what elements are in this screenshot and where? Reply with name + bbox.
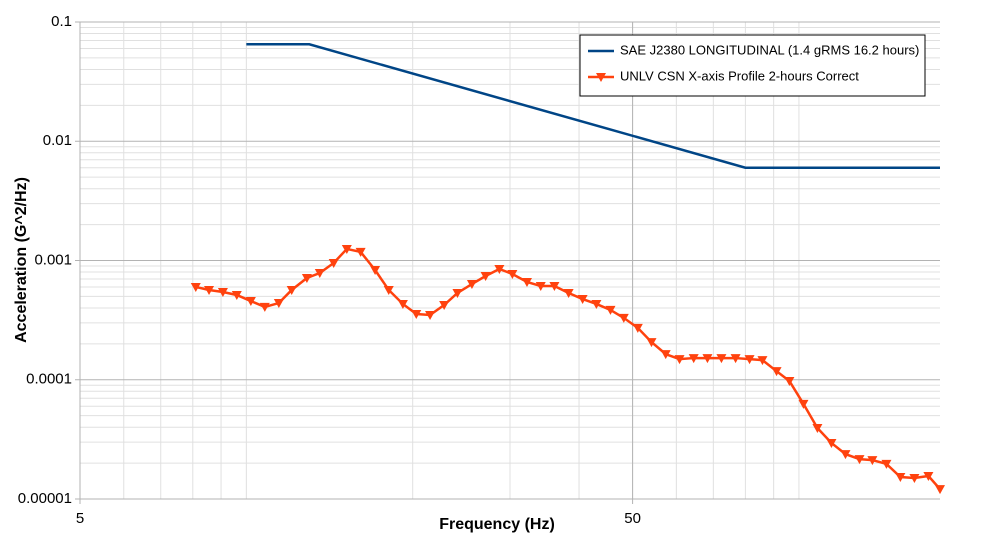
point [881,459,892,469]
point [618,313,629,323]
point [535,282,546,292]
point [771,367,782,377]
point [328,258,339,268]
point [439,301,450,311]
point [301,274,312,284]
legend-box [579,34,926,97]
point [397,299,408,309]
point [702,354,713,364]
point [646,338,657,348]
y-tick-label: 0.0001 [26,371,72,388]
point [757,356,768,366]
point [895,472,906,482]
point [812,423,823,433]
y-tick-label: 0.00001 [18,490,72,507]
point [190,282,201,292]
point [411,309,422,319]
point [605,305,616,315]
point [204,285,215,295]
point [507,269,518,279]
point [935,485,945,495]
point [452,288,463,298]
point [245,297,256,307]
point [370,266,381,276]
point [521,277,532,287]
legend-label: SAE J2380 LONGITUDINAL (1.4 gRMS 16.2 ho… [620,42,919,57]
legend-marker [596,73,606,82]
y-tick-label: 0.1 [51,13,72,30]
point [563,288,574,298]
point [867,456,878,466]
point [826,438,837,448]
point [632,323,643,333]
point [341,244,352,254]
point [549,282,560,292]
point [217,288,228,298]
point [660,350,671,360]
point [909,474,920,484]
point [716,354,727,364]
point [494,264,505,274]
point [577,295,588,305]
x-tick-label: 50 [624,510,641,527]
point [840,450,851,460]
series-line [195,247,941,490]
point [730,354,741,364]
point [854,455,865,465]
point [383,285,394,295]
legend-label: UNLV CSN X-axis Profile 2-hours Correct [620,68,859,83]
point [674,355,685,365]
point [259,302,270,312]
point [425,311,436,321]
x-axis-label: Frequency (Hz) [439,516,555,533]
point [466,280,477,290]
point [784,376,795,386]
y-tick-label: 0.01 [43,132,72,149]
point [923,471,934,481]
point [688,354,699,364]
point [231,290,242,300]
point [591,299,602,309]
series-line [246,43,940,169]
y-axis-label: Acceleration (G^2/Hz) [13,177,30,343]
point [355,247,366,257]
point [798,399,809,409]
point [744,355,755,365]
point [273,299,284,309]
point [286,285,297,295]
x-tick-label: 5 [76,510,84,527]
point [480,272,491,282]
point [314,269,325,279]
y-tick-label: 0.001 [34,251,72,268]
